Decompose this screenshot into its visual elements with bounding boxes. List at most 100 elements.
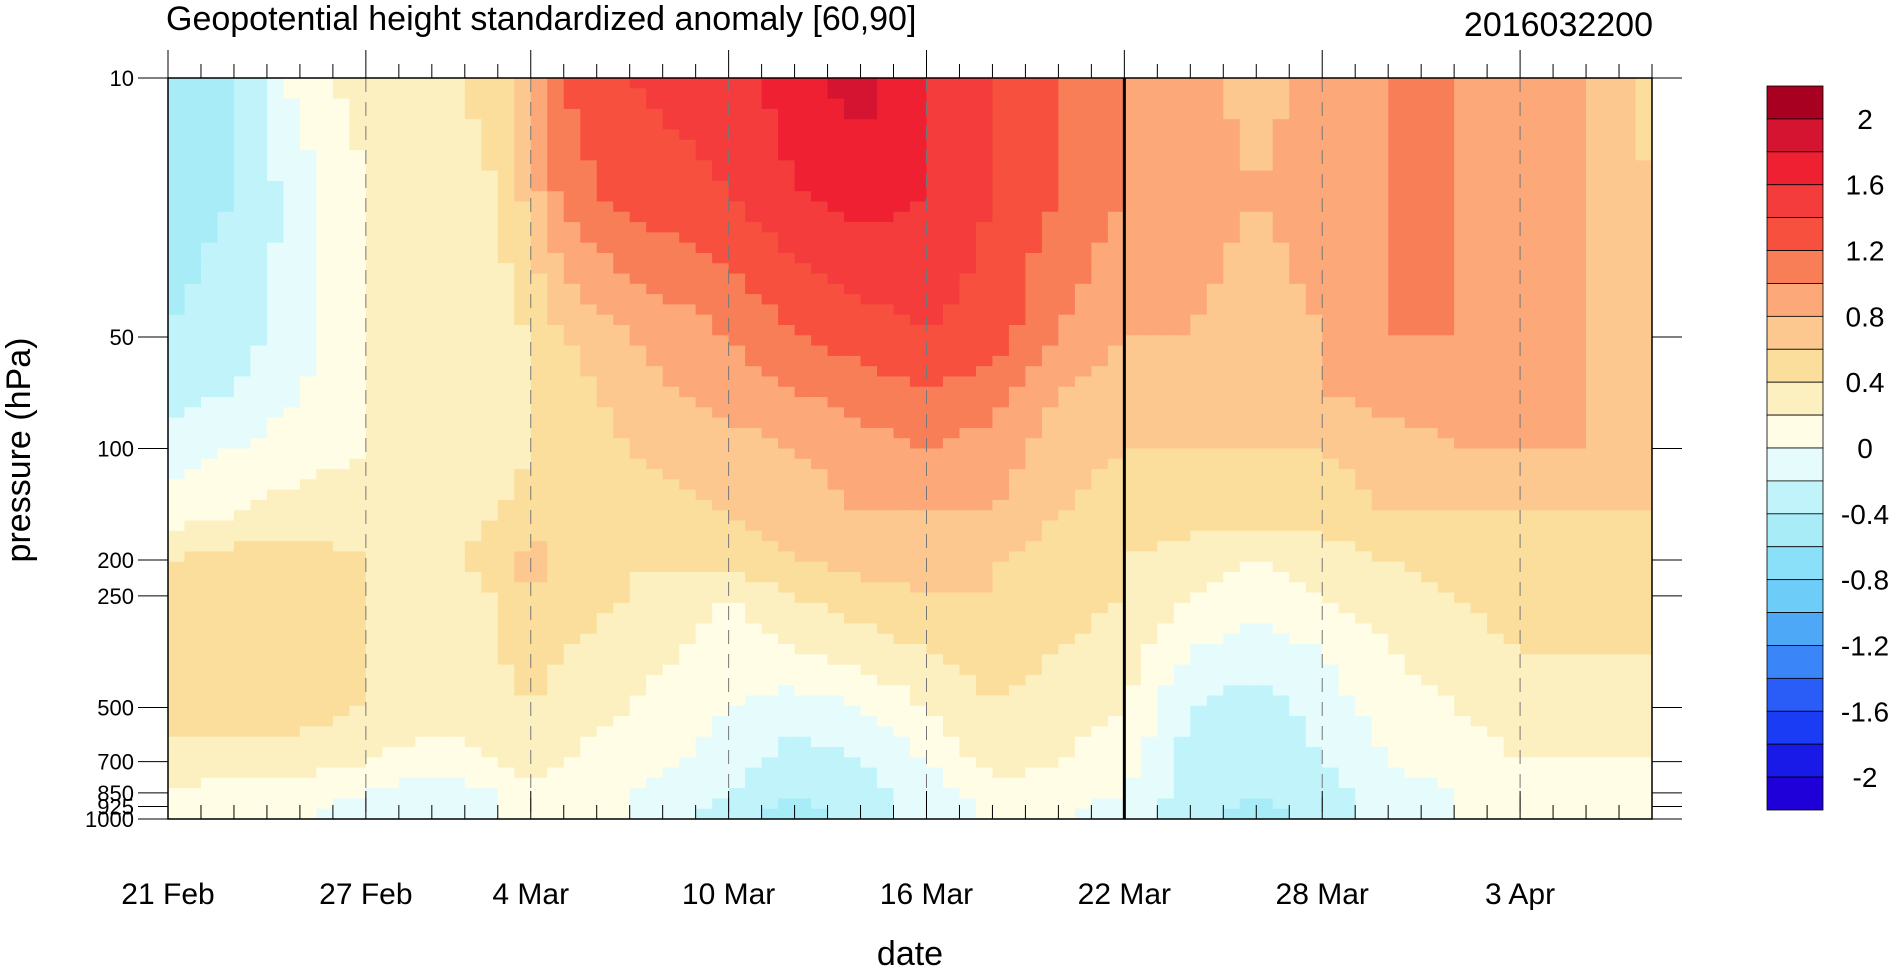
anomaly-cell xyxy=(844,602,862,614)
anomaly-cell xyxy=(959,314,977,326)
anomaly-cell xyxy=(992,335,1010,347)
anomaly-cell xyxy=(1503,592,1521,604)
anomaly-cell xyxy=(1569,469,1587,481)
anomaly-cell xyxy=(1091,232,1109,244)
anomaly-cell xyxy=(926,448,944,460)
anomaly-cell xyxy=(695,561,713,573)
anomaly-cell xyxy=(1602,314,1620,326)
anomaly-cell xyxy=(662,469,680,481)
anomaly-cell xyxy=(662,541,680,553)
anomaly-cell xyxy=(1289,602,1307,614)
anomaly-cell xyxy=(580,98,598,110)
anomaly-cell xyxy=(1569,448,1587,460)
anomaly-cell xyxy=(398,170,417,182)
anomaly-cell xyxy=(1536,294,1554,306)
anomaly-cell xyxy=(1371,592,1389,604)
anomaly-cell xyxy=(679,345,697,357)
anomaly-cell xyxy=(448,180,466,192)
anomaly-cell xyxy=(1124,335,1142,347)
anomaly-cell xyxy=(1470,530,1488,542)
anomaly-cell xyxy=(1289,129,1307,141)
anomaly-cell xyxy=(1025,150,1043,162)
anomaly-cell xyxy=(184,335,202,347)
anomaly-cell xyxy=(448,119,466,131)
anomaly-cell xyxy=(1305,242,1323,254)
anomaly-cell xyxy=(613,376,631,388)
anomaly-cell xyxy=(1223,242,1241,254)
anomaly-cell xyxy=(464,252,482,264)
anomaly-cell xyxy=(1487,479,1505,491)
anomaly-cell xyxy=(712,160,730,172)
anomaly-cell xyxy=(1124,499,1142,511)
anomaly-cell xyxy=(596,129,614,141)
anomaly-cell xyxy=(1437,170,1455,182)
anomaly-cell xyxy=(844,489,862,501)
anomaly-cell xyxy=(959,88,977,100)
anomaly-cell xyxy=(1487,561,1505,573)
anomaly-cell xyxy=(1371,530,1389,542)
anomaly-cell xyxy=(745,530,763,542)
anomaly-cell xyxy=(1157,211,1175,223)
anomaly-cell xyxy=(1322,283,1340,295)
anomaly-cell xyxy=(1322,417,1340,429)
anomaly-cell xyxy=(778,479,796,491)
anomaly-cell xyxy=(992,386,1010,398)
anomaly-cell xyxy=(497,458,515,470)
anomaly-cell xyxy=(1190,366,1208,378)
anomaly-cell xyxy=(1338,438,1356,450)
anomaly-cell xyxy=(382,623,400,635)
anomaly-cell xyxy=(448,108,466,120)
anomaly-cell xyxy=(695,129,713,141)
anomaly-cell xyxy=(250,252,268,264)
anomaly-cell xyxy=(1190,170,1208,182)
anomaly-cell xyxy=(349,386,367,398)
anomaly-cell xyxy=(1305,551,1323,563)
anomaly-cell xyxy=(1619,180,1637,192)
anomaly-cell xyxy=(1569,417,1587,429)
anomaly-cell xyxy=(1338,129,1356,141)
anomaly-cell xyxy=(1322,88,1340,100)
anomaly-cell xyxy=(646,572,664,583)
anomaly-cell xyxy=(712,283,730,295)
anomaly-cell xyxy=(827,232,845,244)
anomaly-cell xyxy=(728,191,746,203)
anomaly-cell xyxy=(827,304,845,316)
anomaly-cell xyxy=(431,263,450,275)
anomaly-cell xyxy=(1256,366,1274,378)
anomaly-cell xyxy=(448,644,466,656)
anomaly-cell xyxy=(481,499,499,511)
anomaly-cell xyxy=(811,283,829,295)
anomaly-cell xyxy=(1635,335,1652,347)
anomaly-cell xyxy=(481,427,499,439)
anomaly-cell xyxy=(1140,345,1159,357)
anomaly-cell xyxy=(1256,479,1274,491)
anomaly-cell xyxy=(1239,397,1257,409)
anomaly-cell xyxy=(1586,355,1604,367)
anomaly-cell xyxy=(1355,263,1373,275)
anomaly-cell xyxy=(1223,335,1241,347)
anomaly-cell xyxy=(1058,180,1076,192)
anomaly-cell xyxy=(629,129,647,141)
anomaly-cell xyxy=(1338,314,1356,326)
anomaly-cell xyxy=(1536,582,1554,594)
anomaly-cell xyxy=(1553,613,1571,625)
anomaly-cell xyxy=(464,613,482,625)
anomaly-cell xyxy=(332,222,351,234)
anomaly-cell xyxy=(975,273,994,285)
anomaly-cell xyxy=(497,283,515,295)
anomaly-cell xyxy=(679,613,697,625)
anomaly-cell xyxy=(926,602,944,614)
anomaly-cell xyxy=(893,314,911,326)
anomaly-cell xyxy=(365,602,384,614)
anomaly-cell xyxy=(1140,88,1159,100)
anomaly-cell xyxy=(1404,150,1422,162)
anomaly-cell xyxy=(613,325,631,336)
anomaly-cell xyxy=(1025,458,1043,470)
anomaly-cell xyxy=(514,304,532,316)
anomaly-cell xyxy=(1157,386,1175,398)
anomaly-cell xyxy=(1140,108,1159,120)
anomaly-cell xyxy=(1470,520,1488,532)
anomaly-cell xyxy=(1190,376,1208,388)
anomaly-cell xyxy=(1520,623,1538,635)
anomaly-cell xyxy=(1586,252,1604,264)
